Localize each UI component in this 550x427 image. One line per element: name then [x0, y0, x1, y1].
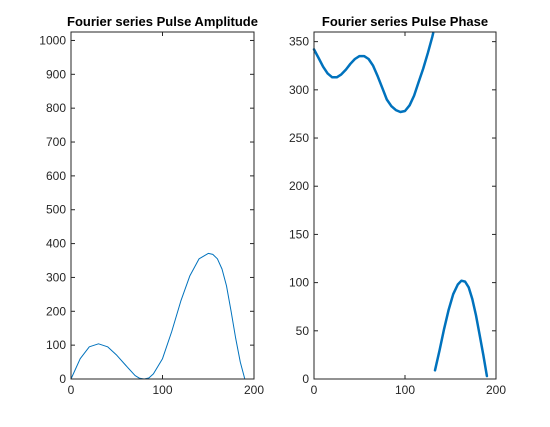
amplitude-y-tick-label: 900 — [46, 67, 66, 81]
amplitude-y-tick-label: 0 — [59, 372, 66, 386]
phase-series-line-2 — [433, 279, 489, 378]
phase-series-group — [312, 31, 489, 378]
phase-y-ticks: 0 50 100 150 200 250 300 350 — [289, 35, 496, 386]
phase-x-ticks: 0 100 200 — [311, 32, 506, 397]
phase-panel: 0 100 200 0 50 100 150 200 250 300 350 Fourier se… — [289, 14, 506, 397]
amplitude-plot-area — [71, 32, 254, 379]
amplitude-chart-title: Fourier series Pulse Amplitude — [67, 14, 258, 29]
phase-series-line-1 — [312, 31, 435, 114]
amplitude-y-tick-label: 700 — [46, 135, 66, 149]
amplitude-series-group — [70, 252, 246, 380]
amplitude-series-line-1 — [70, 252, 246, 380]
phase-y-tick-label: 350 — [289, 35, 309, 49]
amplitude-y-tick-label: 600 — [46, 169, 66, 183]
phase-x-tick-label: 200 — [486, 383, 506, 397]
amplitude-y-tick-label: 300 — [46, 270, 66, 284]
phase-chart-title: Fourier series Pulse Phase — [322, 14, 488, 29]
amplitude-y-ticks: 0 100 200 300 400 500 600 700 800 900 1000 — [39, 33, 254, 386]
phase-y-tick-label: 50 — [296, 324, 310, 338]
amplitude-x-ticks: 0 100 200 — [68, 32, 264, 397]
amplitude-x-tick-label: 0 — [68, 383, 75, 397]
phase-y-tick-label: 150 — [289, 227, 309, 241]
phase-y-tick-label: 0 — [302, 372, 309, 386]
amplitude-y-tick-label: 800 — [46, 101, 66, 115]
amplitude-y-tick-label: 500 — [46, 203, 66, 217]
phase-plot-area — [314, 32, 496, 379]
phase-y-tick-label: 100 — [289, 276, 309, 290]
amplitude-y-tick-label: 1000 — [39, 33, 66, 47]
phase-x-tick-label: 0 — [311, 383, 318, 397]
amplitude-panel: 0 100 200 0 100 200 300 400 500 600 700 800 900 1000… — [39, 14, 264, 397]
amplitude-x-tick-label: 200 — [244, 383, 264, 397]
amplitude-y-tick-label: 400 — [46, 237, 66, 251]
amplitude-x-tick-label: 100 — [152, 383, 172, 397]
phase-y-tick-label: 250 — [289, 131, 309, 145]
amplitude-y-tick-label: 100 — [46, 338, 66, 352]
phase-x-tick-label: 100 — [395, 383, 415, 397]
phase-y-tick-label: 300 — [289, 83, 309, 97]
amplitude-y-tick-label: 200 — [46, 304, 66, 318]
phase-y-tick-label: 200 — [289, 179, 309, 193]
